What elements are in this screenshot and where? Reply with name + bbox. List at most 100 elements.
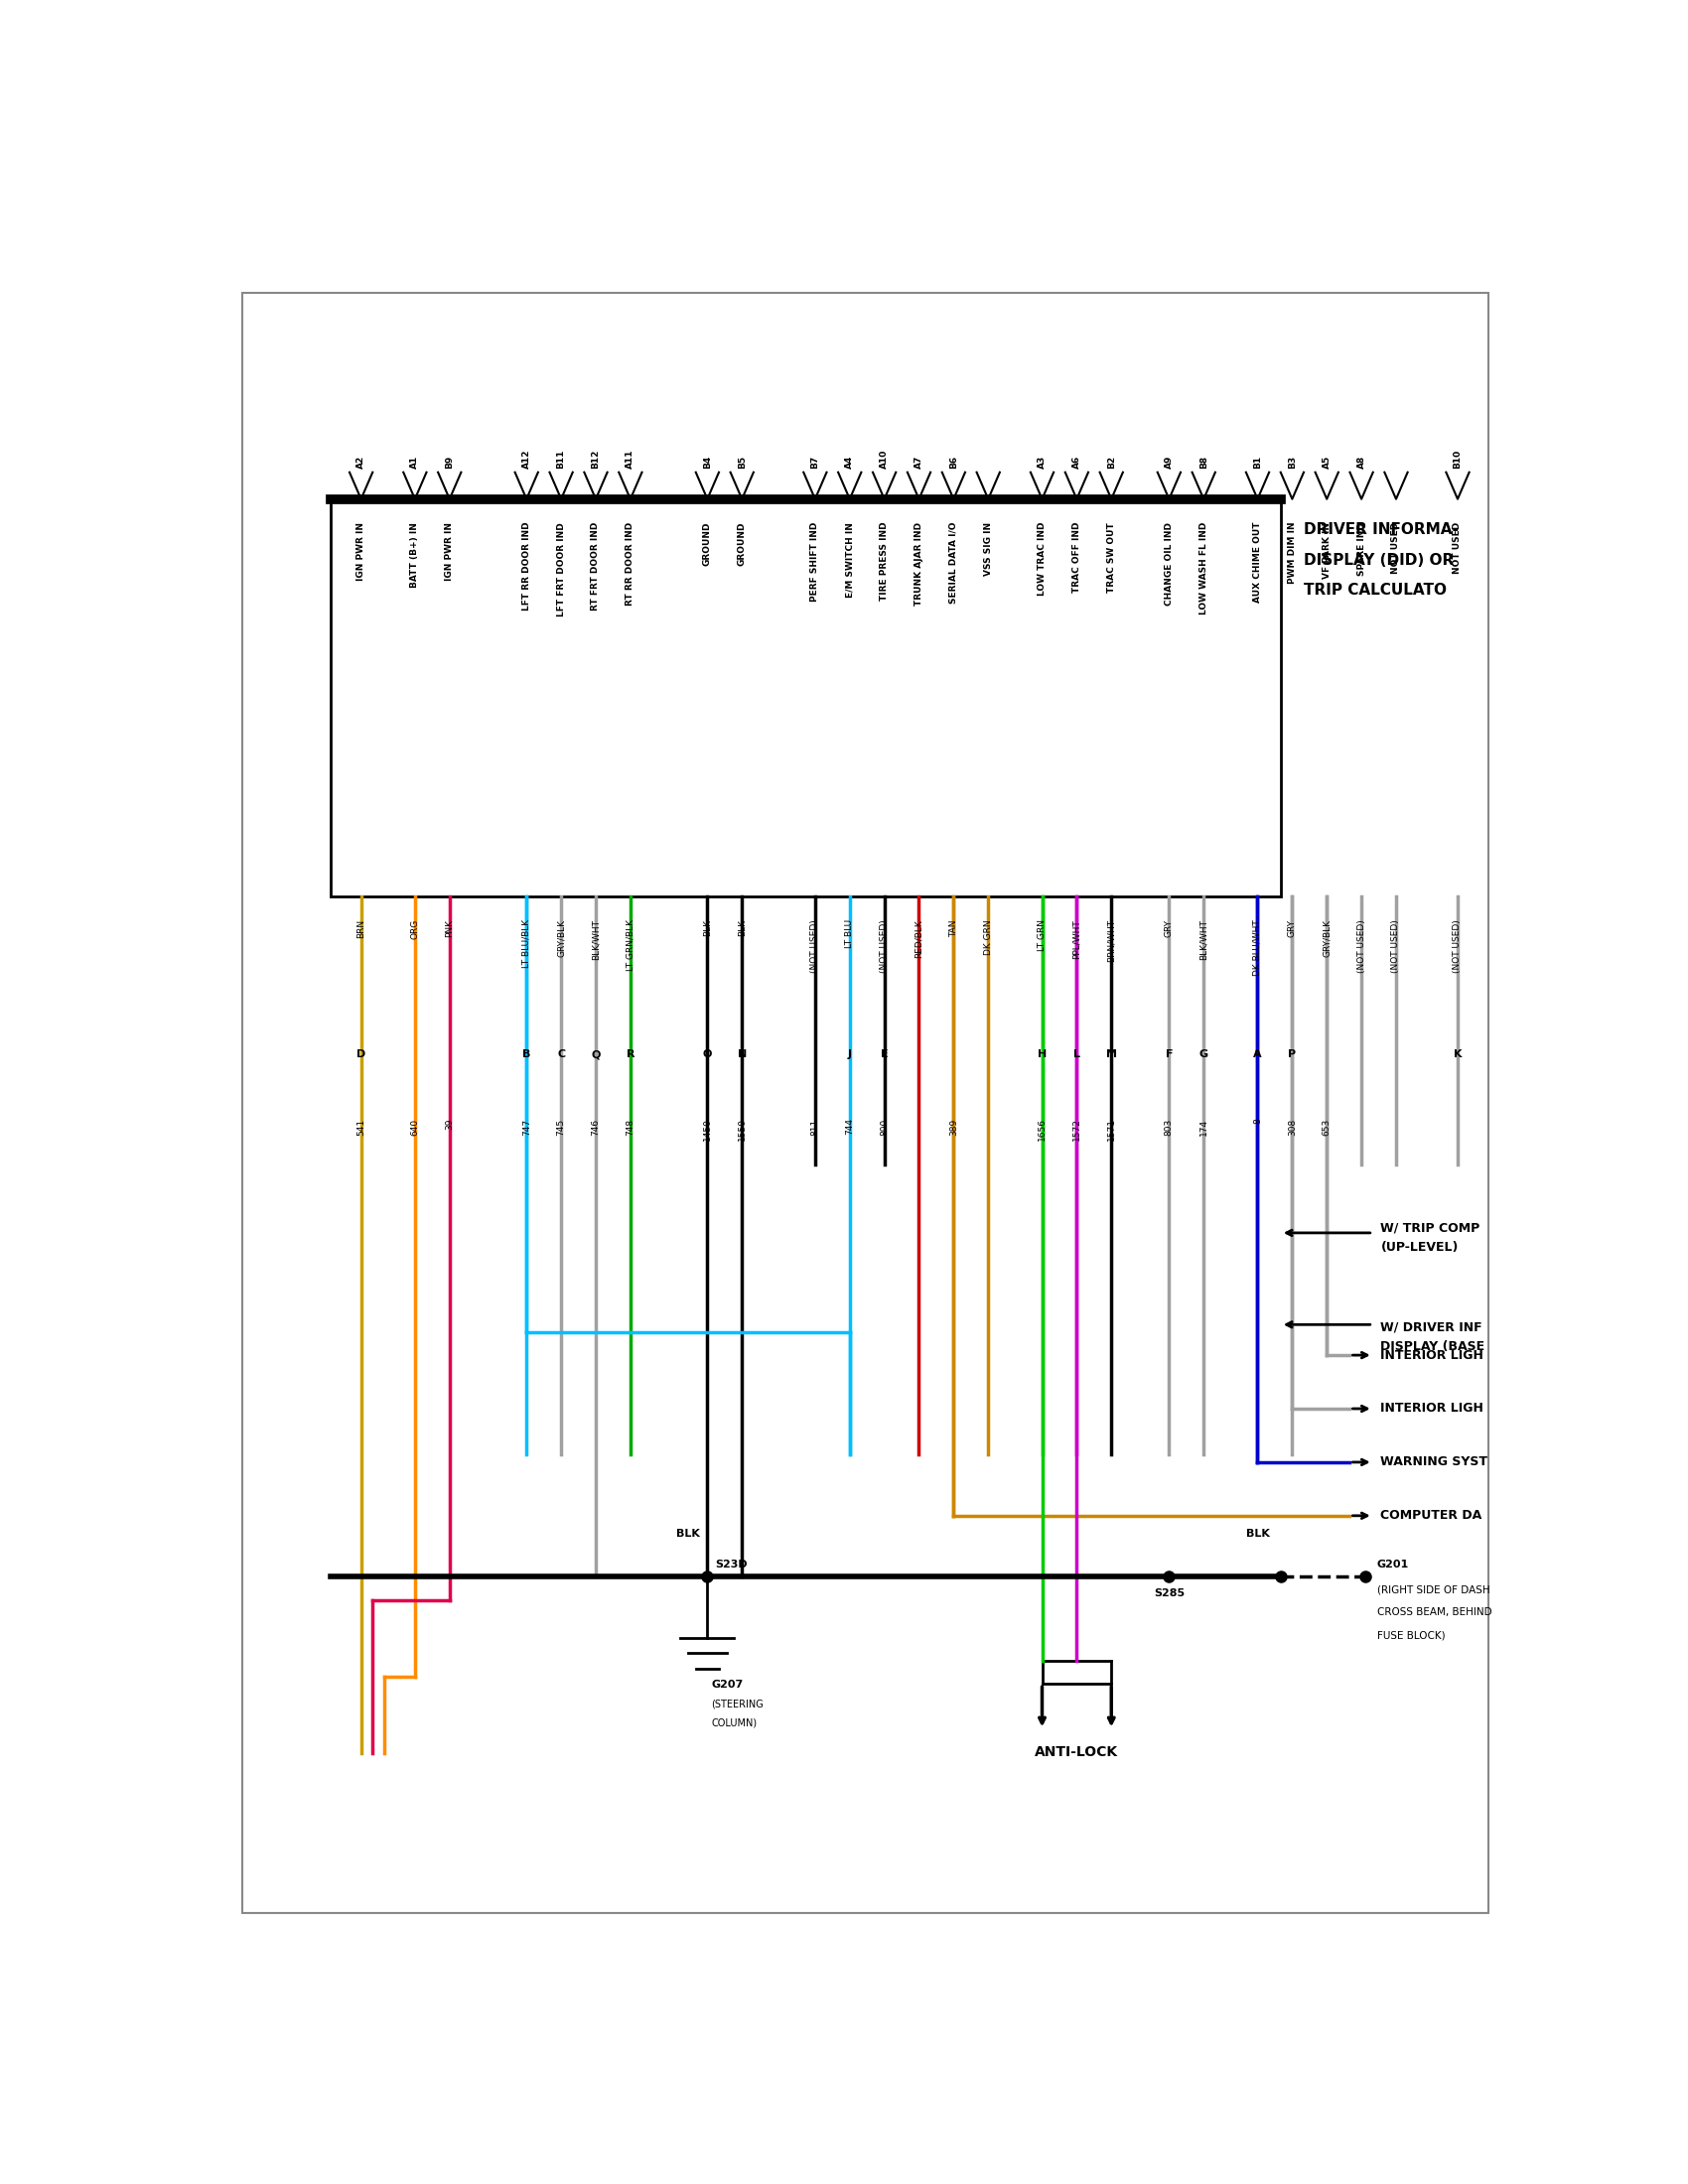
Text: GRY/BLK: GRY/BLK: [557, 919, 565, 957]
Text: DK BLU/WHT: DK BLU/WHT: [1252, 919, 1263, 976]
Text: TRIP CALCULATO: TRIP CALCULATO: [1303, 583, 1447, 598]
Text: K: K: [1453, 1048, 1462, 1059]
Text: W/ TRIP COMP: W/ TRIP COMP: [1381, 1221, 1480, 1234]
Text: R: R: [626, 1048, 635, 1059]
Text: FUSE BLOCK): FUSE BLOCK): [1377, 1629, 1445, 1640]
Text: 1571: 1571: [1107, 1118, 1116, 1140]
Text: 803: 803: [1165, 1118, 1173, 1136]
Text: TAN: TAN: [949, 919, 959, 937]
Text: SERIAL DATA I/O: SERIAL DATA I/O: [949, 522, 959, 603]
Text: 308: 308: [1288, 1118, 1296, 1136]
Text: B12: B12: [591, 450, 601, 470]
Text: INTERIOR LIGH: INTERIOR LIGH: [1381, 1350, 1484, 1361]
Text: 800: 800: [879, 1118, 890, 1136]
Text: 174: 174: [1198, 1118, 1209, 1136]
Text: TRAC OFF IND: TRAC OFF IND: [1072, 522, 1082, 592]
Text: B9: B9: [446, 454, 454, 470]
Text: RED/BLK: RED/BLK: [915, 919, 923, 959]
Text: 746: 746: [591, 1118, 601, 1136]
Text: ORG: ORG: [410, 919, 419, 939]
Text: 8: 8: [1252, 1118, 1263, 1125]
Text: 1656: 1656: [1038, 1118, 1047, 1140]
Text: 541: 541: [356, 1118, 366, 1136]
Text: RT FRT DOOR IND: RT FRT DOOR IND: [591, 522, 601, 612]
Text: A7: A7: [915, 454, 923, 470]
Text: A6: A6: [1072, 454, 1082, 470]
Text: 389: 389: [949, 1118, 959, 1136]
Text: 745: 745: [557, 1118, 565, 1136]
Text: A: A: [1252, 1048, 1263, 1059]
Text: B8: B8: [1198, 456, 1209, 470]
Text: L: L: [1074, 1048, 1080, 1059]
Text: N: N: [738, 1048, 746, 1059]
Text: TIRE PRESS IND: TIRE PRESS IND: [879, 522, 890, 601]
Text: G201: G201: [1377, 1559, 1409, 1568]
Text: 1550: 1550: [738, 1118, 746, 1140]
Text: 744: 744: [846, 1118, 854, 1136]
Text: LT GRN/BLK: LT GRN/BLK: [626, 919, 635, 972]
Text: LFT FRT DOOR IND: LFT FRT DOOR IND: [557, 522, 565, 616]
Text: ANTI-LOCK: ANTI-LOCK: [1035, 1745, 1119, 1758]
Text: B: B: [522, 1048, 530, 1059]
Text: BRN/WHT: BRN/WHT: [1107, 919, 1116, 963]
Text: CROSS BEAM, BEHIND: CROSS BEAM, BEHIND: [1377, 1607, 1492, 1618]
Text: B2: B2: [1107, 456, 1116, 470]
Text: VSS SIG IN: VSS SIG IN: [984, 522, 993, 577]
Text: S23D: S23D: [716, 1559, 748, 1568]
Text: A12: A12: [522, 450, 532, 470]
Text: LT GRN: LT GRN: [1038, 919, 1047, 952]
Text: (NOT USED): (NOT USED): [1391, 919, 1401, 972]
Text: A5: A5: [1322, 454, 1332, 470]
Text: W/ DRIVER INF: W/ DRIVER INF: [1381, 1321, 1482, 1334]
Text: 811: 811: [810, 1118, 820, 1136]
Text: A1: A1: [410, 454, 419, 470]
Text: G207: G207: [711, 1679, 743, 1690]
Text: IGN PWR IN: IGN PWR IN: [356, 522, 366, 581]
Text: COMPUTER DA: COMPUTER DA: [1381, 1509, 1482, 1522]
Text: BLK/WHT: BLK/WHT: [1198, 919, 1209, 961]
Text: 653: 653: [1322, 1118, 1332, 1136]
Text: BLK: BLK: [1246, 1529, 1269, 1538]
Text: B5: B5: [738, 456, 746, 470]
Text: B6: B6: [949, 456, 959, 470]
Text: A11: A11: [626, 450, 635, 470]
Text: E/M SWITCH IN: E/M SWITCH IN: [846, 522, 854, 596]
Text: (NOT USED): (NOT USED): [810, 919, 820, 972]
Text: B4: B4: [702, 454, 712, 470]
Text: A4: A4: [846, 454, 854, 470]
Text: LT BLU: LT BLU: [846, 919, 854, 948]
Text: NOT USED: NOT USED: [1453, 522, 1462, 574]
Text: BLK/WHT: BLK/WHT: [591, 919, 601, 961]
Text: DRIVER INFORMA-: DRIVER INFORMA-: [1303, 522, 1458, 537]
Text: P: P: [1288, 1048, 1296, 1059]
Text: DISPLAY (DID) OR: DISPLAY (DID) OR: [1303, 553, 1453, 568]
Text: GROUND: GROUND: [702, 522, 712, 566]
Text: (STEERING: (STEERING: [711, 1699, 763, 1710]
Text: GRY: GRY: [1288, 919, 1296, 937]
Text: NOT USED: NOT USED: [1391, 522, 1401, 574]
Text: COLUMN): COLUMN): [711, 1719, 756, 1728]
Text: AUX CHIME OUT: AUX CHIME OUT: [1252, 522, 1263, 603]
Text: LOW WASH FL IND: LOW WASH FL IND: [1198, 522, 1209, 614]
Text: B3: B3: [1288, 456, 1296, 470]
Text: BLK: BLK: [738, 919, 746, 937]
Text: BATT (B+) IN: BATT (B+) IN: [410, 522, 419, 587]
Text: 747: 747: [522, 1118, 532, 1136]
Text: S285: S285: [1153, 1588, 1185, 1599]
Text: (RIGHT SIDE OF DASH: (RIGHT SIDE OF DASH: [1377, 1586, 1489, 1594]
Text: 748: 748: [626, 1118, 635, 1136]
Text: 640: 640: [410, 1118, 419, 1136]
Text: GRY: GRY: [1165, 919, 1173, 937]
Text: LOW TRAC IND: LOW TRAC IND: [1038, 522, 1047, 596]
Text: GROUND: GROUND: [738, 522, 746, 566]
Text: H: H: [1038, 1048, 1047, 1059]
Bar: [331, 500, 1281, 898]
Text: LFT RR DOOR IND: LFT RR DOOR IND: [522, 522, 532, 612]
Text: A3: A3: [1038, 454, 1047, 470]
Text: PERF SHIFT IND: PERF SHIFT IND: [810, 522, 820, 603]
Text: WARNING SYST: WARNING SYST: [1381, 1457, 1487, 1468]
Text: DK GRN: DK GRN: [984, 919, 993, 954]
Text: C: C: [557, 1048, 565, 1059]
Text: BLK: BLK: [702, 919, 712, 937]
Text: (NOT USED): (NOT USED): [1357, 919, 1366, 972]
